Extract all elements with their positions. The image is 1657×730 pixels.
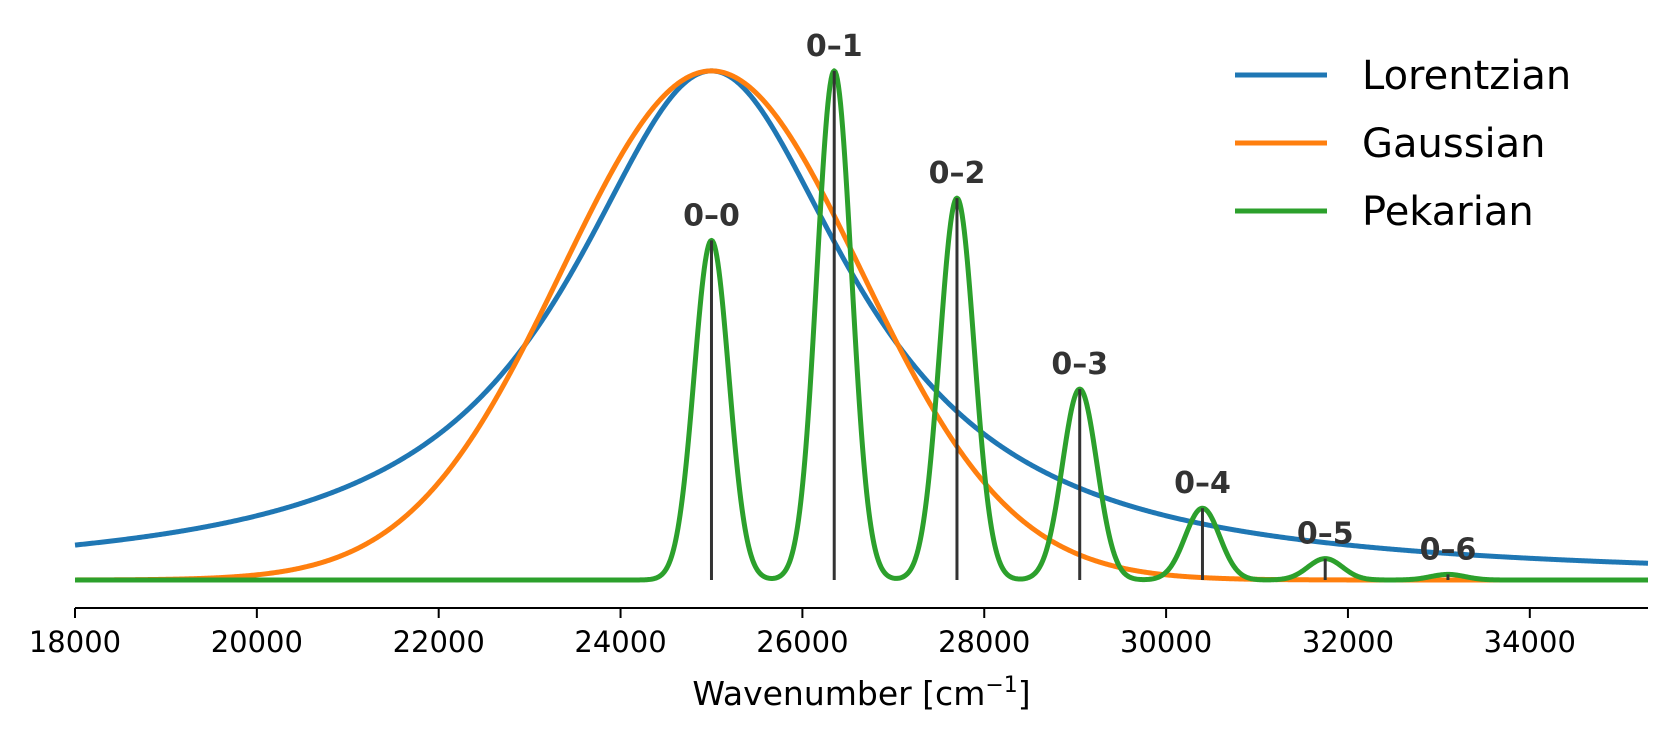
transition-labels: 0–0 0–1 0–2 0–3 0–4 0–5 0–6 xyxy=(683,29,1476,567)
x-axis-label: Wavenumber [cm−1] xyxy=(692,673,1030,713)
transition-label-0: 0–0 xyxy=(683,198,740,233)
x-axis-label-sup: −1 xyxy=(985,673,1017,698)
series-line-lorentzian xyxy=(73,68,1650,566)
x-axis-label-end: ] xyxy=(1018,674,1031,713)
transition-label-5: 0–5 xyxy=(1297,517,1354,552)
x-tick-label: 30000 xyxy=(1120,625,1212,659)
transition-label-6: 0–6 xyxy=(1420,532,1477,567)
x-tick-label: 28000 xyxy=(938,625,1030,659)
legend: Lorentzian Gaussian Pekarian xyxy=(1235,53,1571,235)
x-tick-label: 32000 xyxy=(1302,625,1394,659)
x-axis-ticks: 18000 20000 22000 24000 26000 28000 30000 32000… xyxy=(29,608,1576,659)
transition-label-3: 0–3 xyxy=(1051,347,1108,382)
x-tick-label: 18000 xyxy=(29,625,121,659)
x-tick-label: 24000 xyxy=(574,625,666,659)
x-axis-label-main: Wavenumber [cm xyxy=(692,674,985,713)
legend-label-pekarian: Pekarian xyxy=(1362,189,1534,235)
transition-sticks xyxy=(709,70,1450,580)
x-tick-label: 20000 xyxy=(211,625,303,659)
legend-label-lorentzian: Lorentzian xyxy=(1362,53,1571,99)
transition-label-4: 0–4 xyxy=(1174,466,1231,501)
transition-label-2: 0–2 xyxy=(929,156,986,191)
x-tick-label: 26000 xyxy=(756,625,848,659)
legend-label-gaussian: Gaussian xyxy=(1362,121,1546,167)
curves-group xyxy=(73,68,1650,583)
transition-label-1: 0–1 xyxy=(806,29,863,64)
x-tick-label: 34000 xyxy=(1484,625,1576,659)
x-tick-label: 22000 xyxy=(393,625,485,659)
series-line-pekarian xyxy=(73,68,1650,583)
